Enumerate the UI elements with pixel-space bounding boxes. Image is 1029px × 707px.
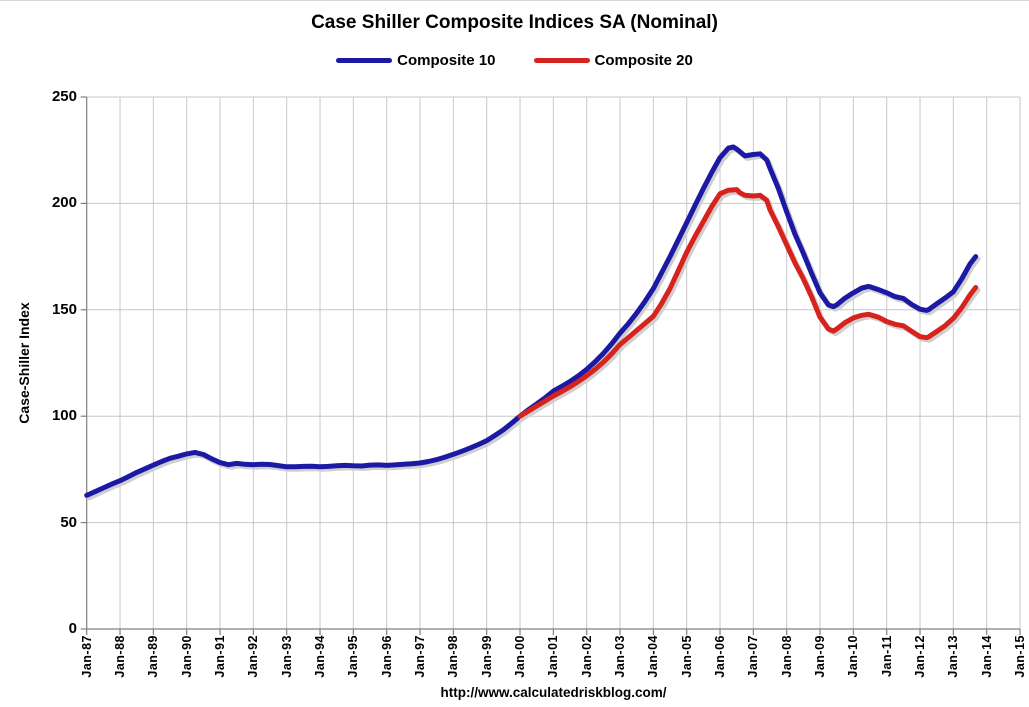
x-tick-label: Jan-04 — [646, 635, 661, 678]
chart-title: Case Shiller Composite Indices SA (Nomin… — [311, 12, 718, 33]
x-tick-label: Jan-95 — [346, 635, 361, 678]
composite20-line-swatch-icon — [533, 58, 590, 63]
x-tick-label: Jan-98 — [446, 635, 461, 678]
x-tick-label: Jan-11 — [879, 635, 894, 677]
x-tick-label: Jan-08 — [779, 635, 794, 678]
y-tick-label: 100 — [51, 407, 77, 425]
x-tick-label: Jan-91 — [213, 635, 228, 678]
composite10-legend-label: Composite 10 — [397, 52, 496, 69]
x-tick-label: Jan-13 — [946, 635, 961, 678]
x-tick-label: Jan-15 — [1013, 635, 1028, 678]
x-tick-label: Jan-88 — [113, 635, 128, 678]
y-tick-label: 50 — [60, 513, 77, 531]
y-tick-label: 200 — [51, 194, 77, 212]
x-tick-label: Jan-07 — [746, 635, 761, 678]
x-tick-label: Jan-09 — [813, 635, 828, 678]
x-tick-label: Jan-90 — [179, 635, 194, 678]
y-tick-label: 150 — [51, 300, 77, 318]
y-tick-label: 0 — [68, 620, 77, 637]
composite10-line-swatch-icon — [336, 58, 393, 63]
source-url: http://www.calculatedriskblog.com/ — [440, 685, 667, 700]
x-tick-label: Jan-01 — [546, 635, 561, 678]
x-tick-label: Jan-14 — [979, 635, 994, 678]
x-tick-label: Jan-00 — [513, 635, 528, 678]
legend-item-composite20: Composite 20 — [533, 52, 693, 69]
x-tick-label: Jan-02 — [579, 635, 594, 678]
legend: Composite 10 Composite 20 — [0, 52, 1029, 69]
x-tick-label: Jan-03 — [613, 635, 628, 678]
legend-item-composite10: Composite 10 — [336, 52, 496, 69]
x-tick-label: Jan-97 — [413, 635, 428, 678]
x-tick-label: Jan-10 — [846, 635, 861, 678]
series-line-composite-20 — [517, 187, 979, 419]
x-tick-label: Jan-89 — [146, 635, 161, 678]
x-tick-label: Jan-99 — [479, 635, 494, 678]
x-tick-label: Jan-93 — [279, 635, 294, 678]
y-tick-label: 250 — [51, 88, 77, 105]
x-tick-label: Jan-06 — [713, 635, 728, 678]
x-tick-label: Jan-12 — [913, 635, 928, 678]
x-tick-label: Jan-94 — [313, 635, 328, 678]
series-line-composite-10 — [84, 144, 979, 498]
x-tick-label: Jan-87 — [79, 635, 94, 678]
x-tick-label: Jan-92 — [246, 635, 261, 678]
x-tick-label: Jan-96 — [379, 635, 394, 678]
composite20-legend-label: Composite 20 — [594, 52, 693, 69]
x-tick-label: Jan-05 — [679, 635, 694, 678]
